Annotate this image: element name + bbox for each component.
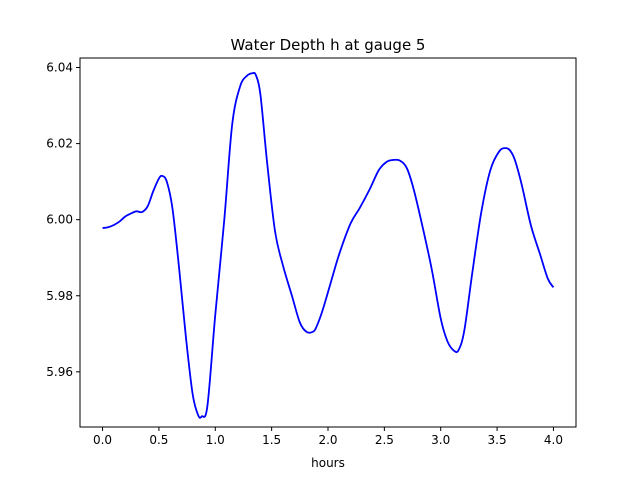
x-tick-label: 1.5 (262, 433, 281, 447)
series-line (102, 71, 555, 419)
x-tick-label: 3.0 (431, 433, 450, 447)
x-tick-label: 0.0 (93, 433, 112, 447)
y-tick-label: 5.96 (46, 365, 73, 379)
x-tick-label: 2.0 (318, 433, 337, 447)
x-tick-label: 3.5 (488, 433, 507, 447)
x-tick-label: 2.5 (375, 433, 394, 447)
y-tick-label: 5.98 (46, 289, 73, 303)
x-axis-label: hours (311, 456, 345, 470)
y-tick-label: 6.04 (46, 61, 73, 75)
x-tick-label: 0.5 (149, 433, 168, 447)
series-layer (102, 71, 555, 419)
chart-title: Water Depth h at gauge 5 (231, 36, 426, 54)
axis-ticks: 0.0 0.5 1.0 1.5 2.0 2.5 3.0 3.5 4.0 5.96 5.98 6.00 6… (46, 61, 563, 447)
x-tick-label: 4.0 (544, 433, 563, 447)
plot-frame (79, 57, 577, 428)
y-tick-label: 6.00 (46, 213, 73, 227)
y-tick-label: 6.02 (46, 137, 73, 151)
x-tick-label: 1.0 (206, 433, 225, 447)
